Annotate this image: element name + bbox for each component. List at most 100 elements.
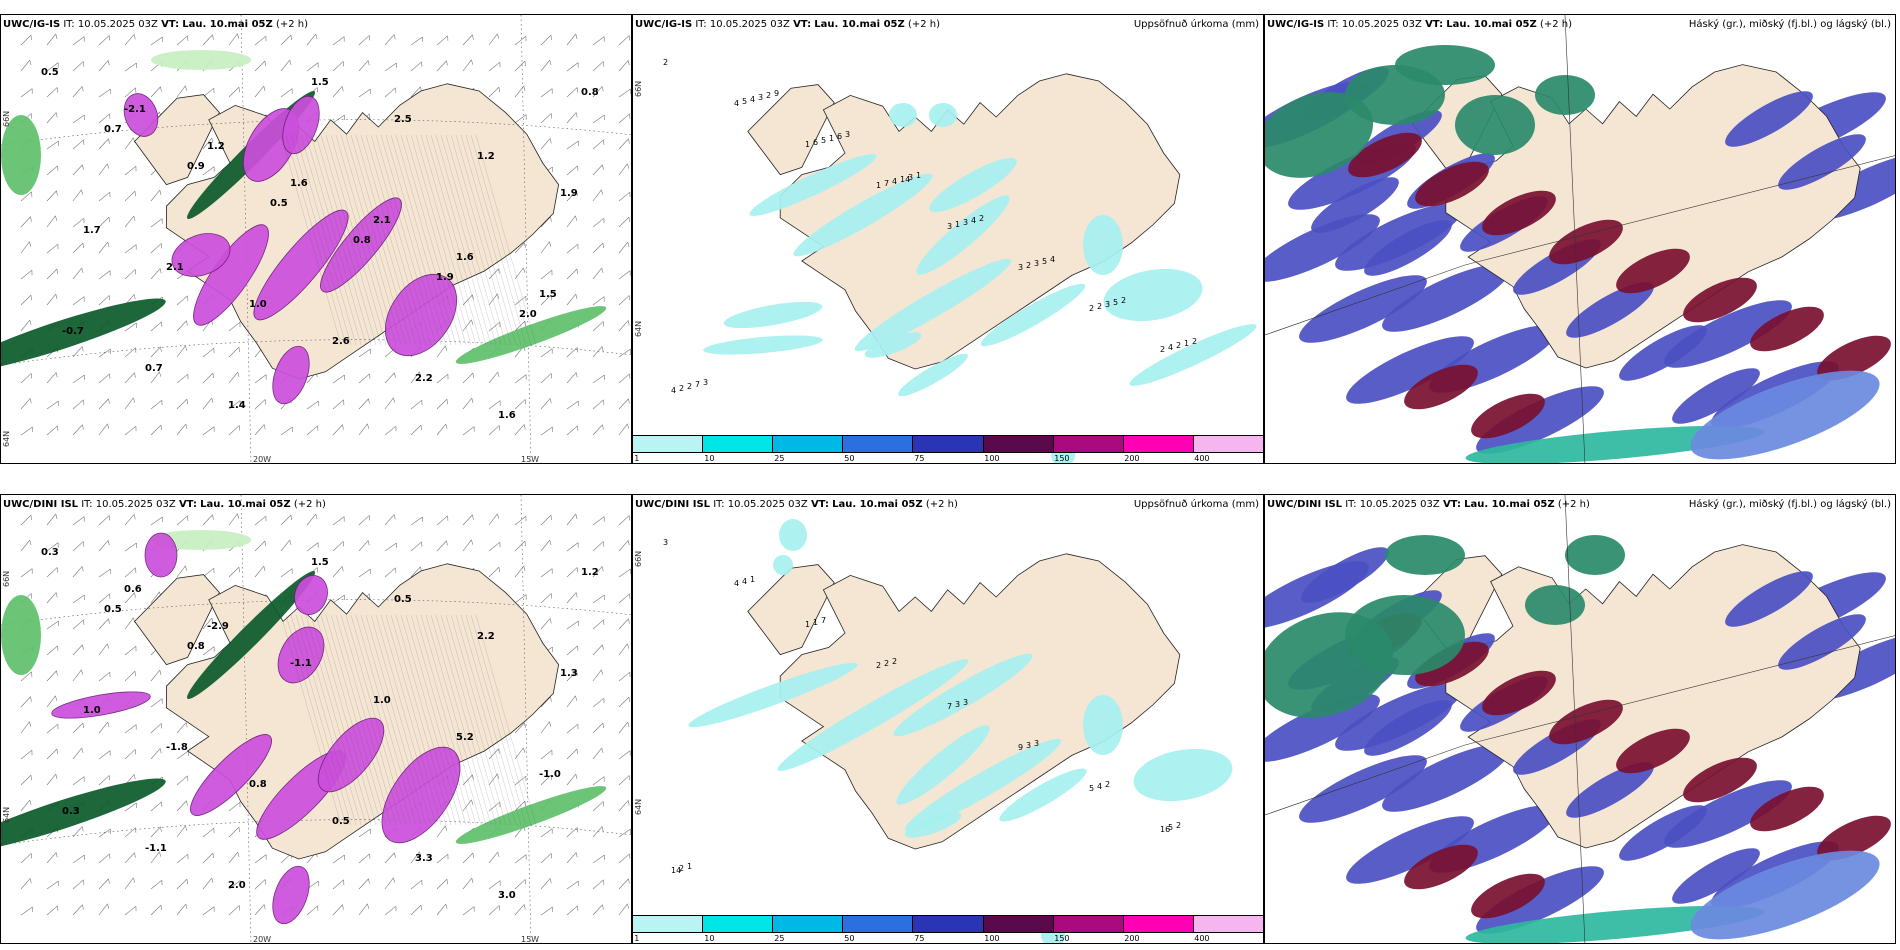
wind-barb [202, 426, 215, 436]
wind-barb-flag [368, 878, 370, 884]
temperature-value: -2.9 [207, 621, 229, 632]
wind-barb [228, 321, 241, 332]
wind-barb [20, 774, 32, 786]
wind-barb [566, 773, 577, 786]
wind-barb [150, 399, 163, 410]
wind-barb-flag [576, 567, 579, 573]
wind-barb [124, 372, 135, 384]
wind-barb [384, 852, 395, 864]
wind-barb [410, 541, 422, 552]
wind-barb-flag [108, 35, 111, 41]
wind-barb [228, 86, 240, 98]
hatch-line [320, 134, 382, 346]
wind-barb-flag [107, 423, 110, 429]
hatch-line [400, 134, 462, 346]
wind-barb-flag [393, 877, 396, 883]
colorbar-label: 10 [704, 454, 715, 463]
wind-barb-flag [575, 852, 578, 858]
temperature-value: 0.3 [62, 806, 80, 817]
wind-barb [514, 904, 525, 916]
wind-barb [618, 878, 629, 890]
wind-barb [540, 88, 553, 98]
precip-area [893, 653, 1033, 737]
convective-cell [190, 734, 272, 816]
precip-area [929, 103, 957, 127]
wind-barb [488, 268, 499, 280]
hatch-line [375, 614, 437, 826]
convective-cell [272, 865, 310, 925]
precip-value: 1 [805, 140, 810, 149]
wind-barb [566, 268, 578, 280]
wind-barb-flag [134, 191, 136, 197]
wind-barb [228, 851, 239, 864]
wind-barb [72, 61, 84, 72]
wind-barb [566, 620, 579, 630]
wind-barb [46, 112, 57, 124]
wind-barb-flag [212, 373, 214, 379]
wind-barb [98, 113, 110, 124]
wind-barb [254, 904, 265, 916]
wind-barb [514, 60, 526, 72]
wind-barb [462, 34, 473, 46]
wind-barb [540, 618, 551, 630]
precip-value: 2 [1192, 337, 1197, 346]
wind-barb [20, 749, 33, 760]
hatch-line [300, 134, 362, 346]
wind-barb-flag [628, 398, 630, 404]
hatch-line [475, 614, 537, 826]
wind-barb-flag [108, 618, 110, 624]
wind-barb [72, 644, 83, 656]
precip-value: 2 [892, 657, 897, 666]
wind-barb [488, 541, 501, 552]
wind-barb [46, 425, 58, 436]
wind-barb-flag [576, 749, 578, 755]
wind-barb [592, 697, 605, 708]
wind-barb [20, 878, 31, 890]
wind-barb [566, 905, 578, 916]
wind-barb [124, 165, 137, 176]
wind-barb [618, 515, 630, 526]
wind-barb [150, 591, 160, 604]
precip-area [864, 332, 922, 358]
mid-cloud-band [1299, 275, 1427, 343]
wind-barb [358, 903, 368, 916]
wind-barb [228, 33, 238, 46]
wind-barb-flag [55, 294, 58, 300]
wind-barb [540, 514, 552, 526]
wind-barb-flag [29, 60, 32, 66]
wind-barb [20, 191, 32, 202]
precip-title: Uppsöfnuð úrkoma (mm) [1133, 19, 1259, 30]
wind-barb-flag [575, 34, 578, 40]
wind-barb [592, 399, 604, 410]
wind-barb [592, 826, 603, 838]
precip-value: 3 [758, 93, 763, 102]
wind-barb-flag [497, 33, 500, 39]
temperature-value: 1.5 [311, 557, 329, 568]
wind-barb [124, 322, 137, 332]
temperature-value: 0.5 [332, 816, 350, 827]
wind-barb-flag [133, 774, 136, 780]
wind-barb [592, 854, 605, 864]
low-cloud-band [1471, 393, 1545, 439]
wind-barb [358, 88, 371, 98]
wind-barb [124, 137, 134, 150]
wind-barb-flag [368, 35, 371, 41]
wind-barb [436, 903, 447, 916]
wind-barb [20, 34, 32, 46]
wind-barb [488, 566, 500, 578]
wind-barb [98, 540, 109, 552]
wind-barb-flag [160, 346, 162, 352]
wind-barb [618, 398, 629, 410]
wind-barb [176, 800, 187, 812]
wind-barb [540, 34, 552, 46]
lon-label-20w: 20W [253, 935, 272, 944]
wind-barb [540, 113, 552, 124]
precip-value: 3 [955, 700, 960, 709]
wind-barb [98, 138, 109, 150]
wind-barb-flag [237, 852, 240, 858]
wind-barb [540, 373, 552, 384]
mid-cloud-band [1619, 805, 1707, 861]
wind-barb [488, 905, 500, 916]
wind-barb [384, 567, 396, 578]
precip-value: 4 [1168, 343, 1173, 352]
